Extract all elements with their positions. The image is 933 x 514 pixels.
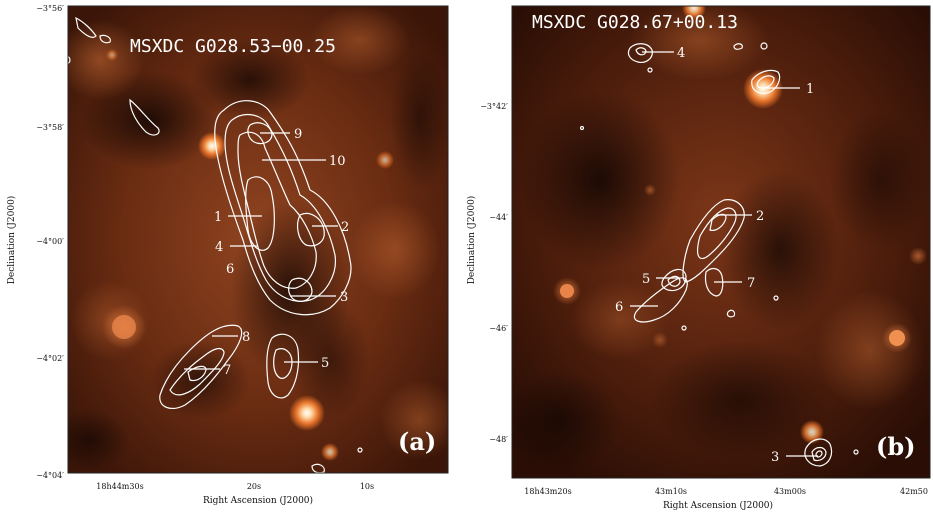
source-label-a-9: 9 bbox=[294, 127, 302, 142]
panel-b-frame bbox=[511, 5, 931, 479]
y-axis-label-a: Declination (J2000) bbox=[6, 196, 17, 285]
source-label-a-2: 2 bbox=[341, 220, 349, 235]
source-labels-a: 1 2 3 4 5 6 7 8 9 10 bbox=[214, 127, 349, 378]
panel-b-label: (b) bbox=[876, 432, 916, 461]
x-tick-b-1: 43m10s bbox=[655, 487, 687, 496]
y-tick-b-0: −3°42′ bbox=[480, 102, 508, 111]
x-ticks-a: 18h44m30s 20s 10s bbox=[96, 482, 374, 491]
y-axis-label-b: Declination (J2000) bbox=[466, 196, 477, 285]
panel-a: 1 2 3 4 5 6 7 8 9 10 MSXDC G028.53−00.25… bbox=[6, 4, 449, 506]
x-ticks-b: 18h43m20s 43m10s 43m00s 42m50 bbox=[524, 487, 928, 496]
y-tick-a-4: −4°04′ bbox=[36, 471, 64, 480]
y-ticks-a: −3°56′ −3°58′ −4°00′ −4°02′ −4°04′ bbox=[36, 4, 64, 480]
source-label-a-4: 4 bbox=[215, 240, 223, 255]
panel-b-title: MSXDC G028.67+00.13 bbox=[532, 12, 738, 33]
source-label-a-8: 8 bbox=[242, 330, 250, 345]
panel-a-image bbox=[68, 6, 448, 473]
source-labels-b: 1 2 3 4 5 6 7 bbox=[615, 46, 814, 465]
source-label-a-5: 5 bbox=[321, 356, 329, 371]
panel-a-frame bbox=[67, 5, 449, 474]
source-label-b-1: 1 bbox=[806, 82, 814, 97]
source-label-b-5: 5 bbox=[642, 272, 650, 287]
x-tick-a-2: 10s bbox=[360, 482, 374, 491]
y-tick-b-1: −44′ bbox=[489, 213, 508, 222]
panel-b-image bbox=[512, 6, 930, 478]
x-tick-a-0: 18h44m30s bbox=[96, 482, 143, 491]
y-tick-b-2: −46′ bbox=[489, 324, 508, 333]
x-axis-label-b: Right Ascension (J2000) bbox=[663, 500, 773, 511]
source-label-a-6: 6 bbox=[226, 262, 234, 277]
x-tick-b-0: 18h43m20s bbox=[524, 487, 571, 496]
source-label-b-3: 3 bbox=[771, 450, 779, 465]
contours-b bbox=[579, 42, 859, 467]
source-leaders-a bbox=[184, 132, 338, 370]
y-tick-a-2: −4°00′ bbox=[36, 237, 64, 246]
y-tick-b-3: −48′ bbox=[489, 435, 508, 444]
source-label-b-2: 2 bbox=[756, 209, 764, 224]
source-label-b-7: 7 bbox=[747, 276, 755, 291]
y-tick-a-3: −4°02′ bbox=[36, 354, 64, 363]
source-label-a-1: 1 bbox=[214, 210, 222, 225]
y-ticks-b: −3°42′ −44′ −46′ −48′ bbox=[480, 102, 508, 444]
source-label-b-4: 4 bbox=[677, 46, 685, 61]
source-label-b-6: 6 bbox=[615, 300, 623, 315]
panel-b: 1 2 3 4 5 6 7 MSXDC G028.67+00.13 (b) −3… bbox=[466, 5, 931, 511]
source-label-a-3: 3 bbox=[340, 290, 348, 305]
contours-a bbox=[68, 16, 363, 473]
x-tick-b-2: 43m00s bbox=[774, 487, 806, 496]
y-tick-a-1: −3°58′ bbox=[36, 123, 64, 132]
x-tick-a-1: 20s bbox=[247, 482, 261, 491]
panel-a-label: (a) bbox=[398, 427, 436, 456]
y-tick-a-0: −3°56′ bbox=[36, 4, 64, 13]
panel-a-title: MSXDC G028.53−00.25 bbox=[130, 36, 336, 57]
source-label-a-7: 7 bbox=[223, 363, 231, 378]
x-tick-b-3: 42m50 bbox=[900, 487, 928, 496]
source-label-a-10: 10 bbox=[329, 154, 346, 169]
source-leaders-b bbox=[630, 51, 818, 457]
x-axis-label-a: Right Ascension (J2000) bbox=[203, 495, 313, 506]
